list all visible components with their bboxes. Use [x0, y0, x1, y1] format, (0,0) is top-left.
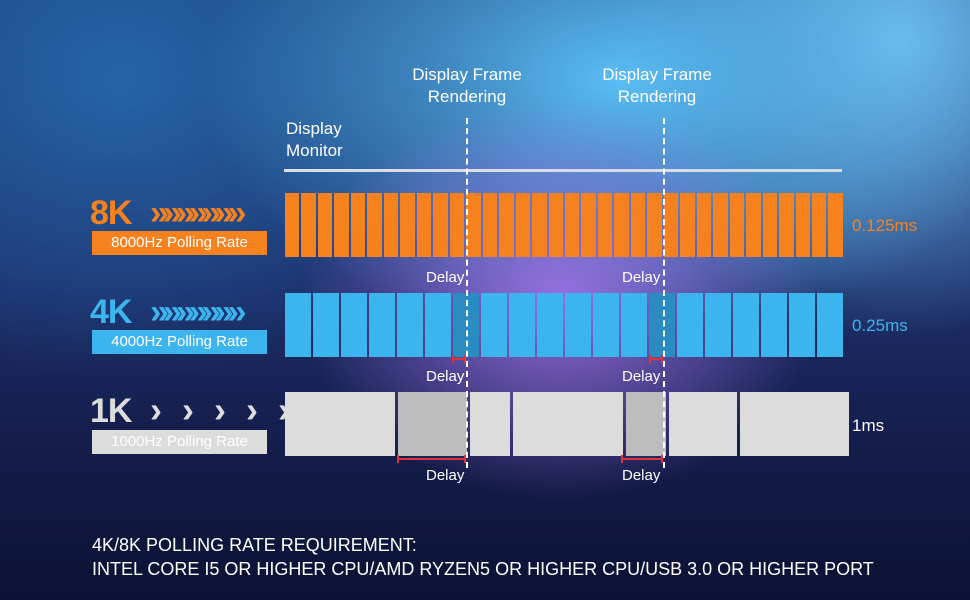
bar-segment: [762, 193, 778, 257]
display-monitor-line: [284, 169, 842, 172]
bar-segment: [367, 193, 382, 257]
tier-4k-label: 4K: [90, 293, 132, 331]
bar-segment: [593, 293, 619, 357]
bar-segment: [317, 193, 333, 257]
bar-segment: [499, 193, 514, 257]
bar-segment: [647, 193, 662, 257]
delay-marker-1k-1: [397, 455, 466, 463]
bar-segment: [285, 392, 395, 456]
bar-segment: [789, 293, 815, 357]
bar-segment: [779, 193, 794, 257]
bar-segment: [729, 193, 745, 257]
bar-segment: [433, 193, 448, 257]
bar-segment: [621, 293, 647, 357]
bar-segment: [537, 293, 563, 357]
delay-label-1k-2: Delay: [622, 467, 661, 484]
bar-segment: [817, 293, 843, 357]
bar-segment: [482, 193, 498, 257]
delay-label-8k-1: Delay: [426, 269, 465, 286]
bar-segment: [630, 193, 646, 257]
bar-segment: [696, 193, 712, 257]
bar-segment: [285, 293, 311, 357]
badge-4k: 4000Hz Polling Rate: [92, 330, 267, 354]
delay-label-8k-2: Delay: [622, 269, 661, 286]
bar-segment: [481, 293, 507, 357]
bar-segment: [416, 193, 432, 257]
chevrons-4k-icon: »»»»»»»: [150, 293, 246, 331]
bar-segment: [369, 293, 395, 357]
bar-segment: [397, 293, 423, 357]
frame-rendering-label-1: Display Frame Rendering: [412, 65, 522, 106]
bar-segment: [812, 193, 827, 257]
bar-segment: [285, 193, 300, 257]
bar-segment: [513, 392, 623, 456]
rate-1k: 1ms: [852, 416, 885, 435]
bar-segment: [626, 392, 666, 456]
frame-line-1: [466, 118, 468, 468]
frame-line-2: [663, 118, 665, 468]
bar-segment: [705, 293, 731, 357]
bar-segment: [449, 193, 465, 257]
bar-segment: [669, 392, 737, 456]
bar-segment: [746, 193, 761, 257]
requirement-title: 4K/8K POLLING RATE REQUIREMENT:: [92, 535, 417, 555]
bar-segment: [680, 193, 695, 257]
bar-segment: [425, 293, 451, 357]
delay-marker-4k-2: [649, 355, 663, 363]
bar-segment: [761, 293, 787, 357]
bar-segment: [828, 193, 843, 257]
bar-segment: [581, 193, 596, 257]
badge-8k: 8000Hz Polling Rate: [92, 231, 267, 255]
bar-segment: [548, 193, 563, 257]
bar-segment: [663, 193, 679, 257]
bar-segment: [398, 392, 467, 456]
tier-1k-label: 1K: [90, 392, 132, 430]
delay-marker-1k-2: [621, 455, 663, 463]
chevrons-1k-icon: › › › › ›: [150, 389, 290, 430]
delay-marker-4k-1: [452, 355, 466, 363]
bar-segment: [564, 193, 580, 257]
bar-segment: [740, 392, 849, 456]
bar-segment: [313, 293, 339, 357]
tier-8k-label: 8K: [90, 194, 132, 232]
bar-segment: [565, 293, 591, 357]
bar-segment: [649, 293, 675, 357]
display-monitor-label: Display Monitor: [286, 119, 343, 160]
bar-8k: [285, 193, 843, 257]
bar-segment: [301, 193, 316, 257]
chevrons-8k-icon: »»»»»»»: [150, 194, 246, 232]
requirement-text: INTEL CORE I5 OR HIGHER CPU/AMD RYZEN5 O…: [92, 559, 874, 579]
bar-segment: [614, 193, 629, 257]
delay-label-1k-1: Delay: [426, 467, 465, 484]
bar-segment: [334, 193, 349, 257]
bar-segment: [470, 392, 510, 456]
bar-segment: [677, 293, 703, 357]
bar-segment: [383, 193, 399, 257]
bar-segment: [466, 193, 481, 257]
bar-segment: [795, 193, 810, 257]
bar-segment: [341, 293, 367, 357]
badge-1k: 1000Hz Polling Rate: [92, 430, 267, 454]
bar-segment: [597, 193, 613, 257]
bar-segment: [509, 293, 535, 357]
bar-segment: [713, 193, 728, 257]
delay-label-4k-1: Delay: [426, 368, 465, 385]
delay-label-4k-2: Delay: [622, 368, 661, 385]
bar-4k: [285, 293, 843, 357]
rate-4k: 0.25ms: [852, 316, 908, 335]
bar-1k: [285, 392, 849, 456]
bar-segment: [532, 193, 547, 257]
frame-rendering-label-2: Display Frame Rendering: [602, 65, 712, 106]
bar-segment: [733, 293, 759, 357]
rate-8k: 0.125ms: [852, 216, 918, 235]
bar-segment: [350, 193, 366, 257]
bar-segment: [400, 193, 415, 257]
bar-segment: [515, 193, 531, 257]
